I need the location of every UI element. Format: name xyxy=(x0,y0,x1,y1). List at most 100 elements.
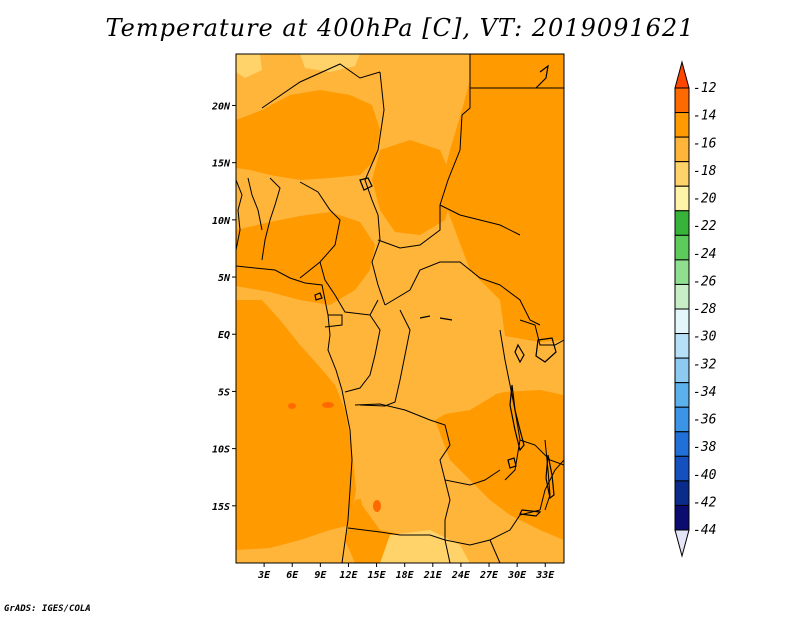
colorbar-box-5 xyxy=(674,210,690,236)
colorbar-box-7 xyxy=(674,259,690,285)
colorbar-box-12 xyxy=(674,382,690,408)
colorbar-label-11: -34 xyxy=(693,385,716,400)
lon-tick-label-12E: 12E xyxy=(339,570,358,581)
temp-region-sahel xyxy=(236,212,375,305)
temp-region-central-basin xyxy=(385,285,505,415)
lake-kariba xyxy=(519,509,542,517)
lake-albert xyxy=(514,343,525,364)
coastline-west-africa xyxy=(236,265,353,563)
colorbar-label-15: -42 xyxy=(693,495,717,510)
colorbar-top-arrow xyxy=(674,60,690,89)
border-drc-west xyxy=(359,309,411,407)
temp-region-upper-ne xyxy=(440,54,564,342)
colorbar-box-8 xyxy=(674,283,690,310)
colorbar-box-9 xyxy=(674,308,690,335)
border-zambia xyxy=(444,479,541,546)
lake-victoria xyxy=(535,337,557,363)
colorbar-box-14 xyxy=(674,431,690,457)
border-angola-namibia xyxy=(347,527,446,541)
colorbar-label-4: -20 xyxy=(693,192,717,207)
border-congo-1 xyxy=(344,314,381,393)
colorbar-box-1 xyxy=(674,112,690,138)
lon-tick-label-6E: 6E xyxy=(286,570,299,581)
lake-mweru xyxy=(507,457,517,469)
country-borders xyxy=(236,54,564,563)
lakes xyxy=(314,64,557,517)
lon-tick-label-9E: 9E xyxy=(314,570,327,581)
colorbar-box-0 xyxy=(674,87,690,114)
colorbar-label-5: -22 xyxy=(693,219,717,234)
border-uganda-kenya xyxy=(519,319,564,346)
colorbar-box-10 xyxy=(674,333,690,359)
colorbar-box-3 xyxy=(674,161,690,187)
lake-bioko xyxy=(314,292,323,301)
temp-spot-1 xyxy=(288,403,296,409)
border-malawi xyxy=(544,439,551,511)
colorbar-label-6: -24 xyxy=(693,247,716,262)
colorbar-label-13: -38 xyxy=(693,440,717,455)
border-north-1 xyxy=(261,63,381,109)
border-car-1 xyxy=(384,261,501,306)
border-chad-1 xyxy=(371,214,386,306)
colorbar-box-2 xyxy=(674,136,690,163)
coastline-gulf-west xyxy=(236,179,243,251)
border-westafrica-2 xyxy=(247,177,263,231)
lake-malawi xyxy=(545,454,555,500)
colorbar-box-11 xyxy=(674,357,690,384)
colorbar-label-1: -14 xyxy=(693,109,716,124)
colorbar-box-15 xyxy=(674,455,690,482)
latitude-axis: 20N 15N 10N 5N EQ 5S 10S 15S xyxy=(211,101,236,513)
lake-congo-basin xyxy=(419,315,453,321)
border-botswana xyxy=(444,539,451,563)
border-sudan-2 xyxy=(439,204,521,236)
colorbar-box-17 xyxy=(674,504,690,531)
colorbar-label-16: -44 xyxy=(693,523,716,538)
border-zimbabwe xyxy=(489,539,501,563)
lake-tanganyika xyxy=(509,384,525,452)
lat-tick-label-EQ: EQ xyxy=(218,330,230,341)
temp-region-central-north xyxy=(372,140,455,235)
lat-tick-label-15S: 15S xyxy=(212,502,230,513)
colorbar-label-12: -36 xyxy=(693,413,717,428)
colorbar-label-10: -32 xyxy=(693,357,717,372)
border-south-sudan xyxy=(499,284,541,326)
border-drc-south xyxy=(354,403,501,486)
temp-spot-2 xyxy=(322,402,334,408)
temp-region-bottom-pale xyxy=(380,530,470,563)
chart-title: Temperature at 400hPa [C], VT: 201909162… xyxy=(105,14,695,42)
colorbar-box-6 xyxy=(674,234,690,261)
colorbar-label-2: -16 xyxy=(693,136,717,151)
colorbar-box-13 xyxy=(674,406,690,433)
temp-region-north-band xyxy=(236,90,380,180)
colorbar-box-16 xyxy=(674,480,690,506)
lake-chad xyxy=(359,177,373,191)
lon-tick-label-3E: 3E xyxy=(257,570,271,581)
lon-tick-label-24E: 24E xyxy=(451,570,471,581)
temp-region-southeast xyxy=(435,390,564,540)
map-frame xyxy=(235,53,565,564)
lat-tick-label-5N: 5N xyxy=(218,273,231,284)
colorbar-label-0: -12 xyxy=(693,81,717,96)
border-sudan-1 xyxy=(377,205,441,249)
temp-region-west-ocean xyxy=(236,300,356,550)
lat-tick-label-20N: 20N xyxy=(211,101,231,112)
border-north-2 xyxy=(364,71,385,216)
map-panel xyxy=(236,54,564,563)
temp-region-north-west-light xyxy=(236,170,330,228)
lat-tick-label-15N: 15N xyxy=(212,159,231,170)
longitude-axis: 3E 6E 9E 12E 15E 18E 21E 24E 27E 30E 33E xyxy=(257,563,555,581)
lon-tick-label-15E: 15E xyxy=(368,570,387,581)
border-mozambique xyxy=(539,459,564,511)
lon-tick-label-33E: 33E xyxy=(535,570,555,581)
border-gabon-congo xyxy=(324,314,343,328)
lon-tick-label-27E: 27E xyxy=(479,570,499,581)
lat-tick-label-5S: 5S xyxy=(218,387,230,398)
border-westafrica-1 xyxy=(261,177,281,261)
lon-tick-label-21E: 21E xyxy=(423,570,443,581)
border-cameroon xyxy=(319,261,379,316)
colorbar-label-14: -40 xyxy=(693,468,717,483)
temp-region-north-pale xyxy=(236,54,262,78)
lat-tick-label-10S: 10S xyxy=(212,445,230,456)
colorbar-bottom-arrow xyxy=(674,529,690,558)
lon-tick-label-30E: 30E xyxy=(507,570,527,581)
